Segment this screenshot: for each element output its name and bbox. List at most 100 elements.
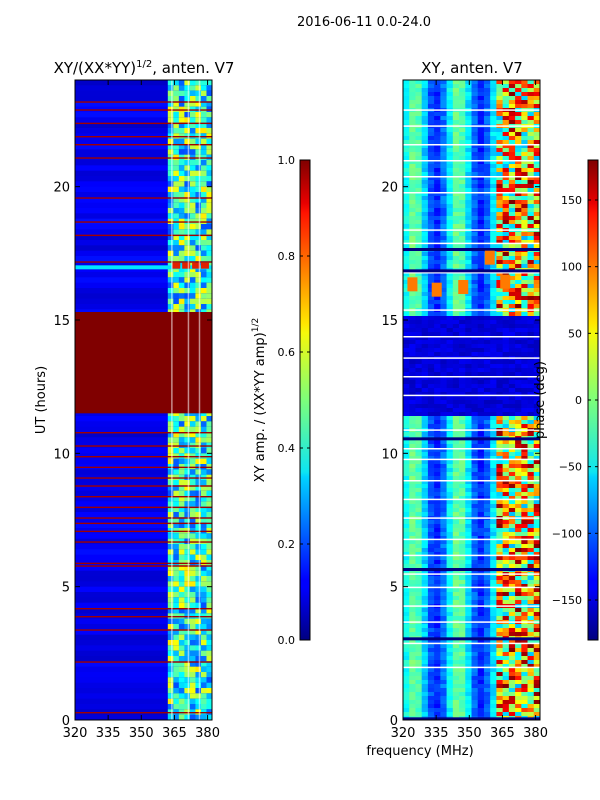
heat-cell xyxy=(415,156,423,161)
heat-cell xyxy=(184,602,191,609)
heat-cell xyxy=(178,592,185,598)
heat-row xyxy=(75,298,212,305)
heat-cell xyxy=(471,552,479,557)
heat-cell xyxy=(459,492,466,497)
heat-cell xyxy=(178,677,185,684)
heat-cell xyxy=(515,468,522,473)
heat-cell xyxy=(533,368,540,373)
heat-cell xyxy=(471,140,479,145)
heat-cell xyxy=(477,320,485,325)
heat-cell xyxy=(178,192,185,198)
heat-cell xyxy=(533,512,540,517)
heat-cell xyxy=(490,324,497,329)
heat-row xyxy=(75,581,212,588)
heat-cell xyxy=(533,564,540,569)
heat-cell xyxy=(515,224,522,229)
heat-cell xyxy=(515,176,522,181)
heat-cell xyxy=(403,280,410,285)
heat-cell xyxy=(189,554,196,561)
heat-cell xyxy=(189,240,196,246)
heat-cell xyxy=(434,632,441,637)
heat-cell xyxy=(206,202,212,209)
heat-cell xyxy=(471,132,479,137)
heat-cell xyxy=(465,560,472,565)
heat-cell xyxy=(173,432,180,438)
heat-cell xyxy=(427,320,435,325)
heat-cell xyxy=(200,458,207,465)
heat-row xyxy=(75,704,212,710)
heat-cell xyxy=(515,500,522,505)
heat-cell xyxy=(409,408,416,413)
heat-cell xyxy=(515,236,522,241)
heat-cell xyxy=(459,192,466,197)
heat-cell xyxy=(427,256,435,261)
heat-cell xyxy=(471,664,479,669)
heat-cell xyxy=(490,448,497,453)
heat-cell xyxy=(434,152,441,157)
heat-cell xyxy=(409,188,416,193)
heat-cell xyxy=(471,656,479,661)
heat-cell xyxy=(490,408,497,413)
heat-cell xyxy=(471,340,479,345)
heat-cell xyxy=(521,104,528,109)
heat-cell xyxy=(446,220,454,225)
heat-cell xyxy=(427,688,435,693)
heat-cell xyxy=(459,444,466,449)
heat-cell xyxy=(465,280,472,285)
heat-feature xyxy=(75,265,212,270)
heat-cell xyxy=(446,416,454,421)
heat-cell xyxy=(421,588,429,593)
heat-cell xyxy=(496,652,504,657)
heat-cell xyxy=(521,188,528,193)
heat-cell xyxy=(527,584,535,589)
heat-cell xyxy=(434,524,441,529)
heat-cell xyxy=(496,312,504,317)
heat-cell xyxy=(440,272,447,277)
heat-cell xyxy=(465,144,472,149)
heat-cell xyxy=(446,664,454,669)
heat-cell xyxy=(184,586,191,593)
heat-cell xyxy=(403,100,410,105)
heat-cell xyxy=(527,592,535,597)
heat-cell xyxy=(440,416,447,421)
heat-cell xyxy=(421,600,429,605)
heat-cell xyxy=(403,472,410,477)
heat-cell xyxy=(490,480,497,485)
heat-cell xyxy=(496,164,504,169)
heat-cell xyxy=(471,112,479,117)
heat-cell xyxy=(452,560,460,565)
heat-cell xyxy=(527,364,535,369)
heat-cell xyxy=(415,132,423,137)
heat-cell xyxy=(409,392,416,397)
heat-cell xyxy=(415,364,423,369)
heat-cell xyxy=(477,128,485,133)
heat-cell xyxy=(206,656,212,662)
heat-cell xyxy=(490,592,497,597)
heat-cell xyxy=(415,244,423,249)
heat-cell xyxy=(427,676,435,681)
heat-streak xyxy=(75,477,212,479)
heat-cell xyxy=(434,340,441,345)
y-tick-label: 0 xyxy=(62,714,70,729)
heat-cell xyxy=(206,304,212,310)
heat-cell xyxy=(440,544,447,549)
heat-cell xyxy=(206,176,212,182)
heat-cell xyxy=(206,650,212,657)
heat-cell xyxy=(490,284,497,289)
heat-cell xyxy=(173,245,180,252)
heat-cell xyxy=(533,680,540,685)
heat-cell xyxy=(490,708,497,713)
heat-cell xyxy=(502,104,510,109)
heat-cell xyxy=(527,408,535,413)
heat-cell xyxy=(409,528,416,533)
heat-streak xyxy=(75,616,212,618)
heat-cell xyxy=(195,165,202,172)
heat-cell xyxy=(173,581,180,588)
heat-cell xyxy=(515,348,522,353)
heat-row xyxy=(75,650,212,657)
heat-cell xyxy=(409,588,416,593)
heat-cell xyxy=(434,412,441,417)
heat-cell xyxy=(184,501,191,508)
